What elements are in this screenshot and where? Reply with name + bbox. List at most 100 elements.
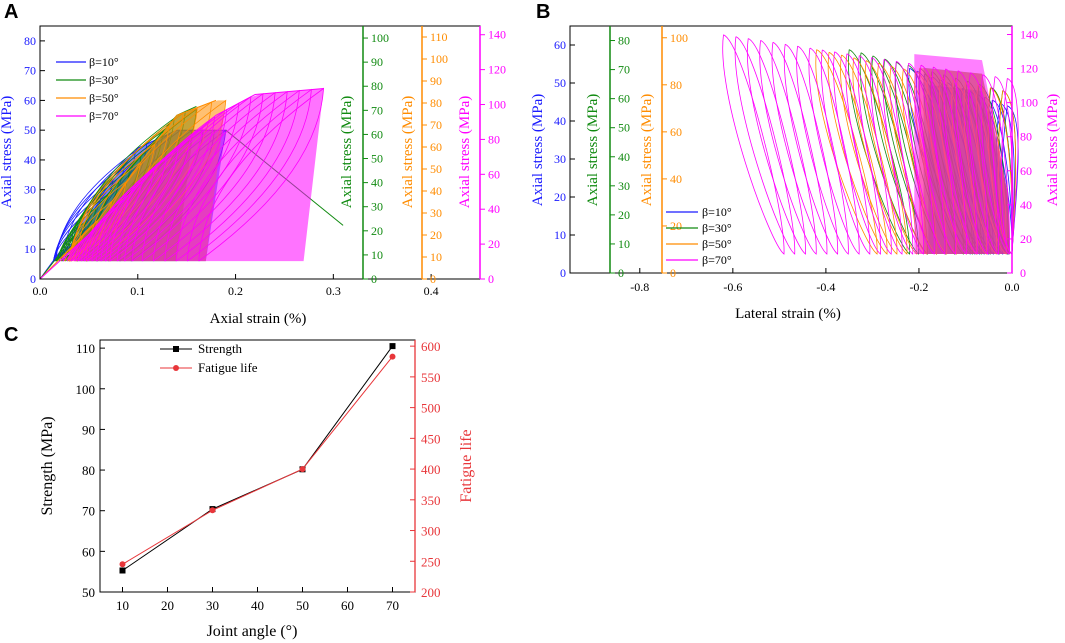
- chart-b-ylabel-green: Axial stress (MPa): [585, 94, 601, 207]
- chart-c-series: [119, 343, 396, 574]
- chart-a-xtick-label: 0.0: [33, 284, 48, 298]
- chart-b-ytick-label: 80: [618, 34, 630, 48]
- chart-a-curves: [39, 87, 344, 280]
- chart-a-ytick-label: 30: [24, 183, 36, 197]
- chart-c-series-1: [119, 343, 396, 574]
- chart-b-cycle-loop: [845, 53, 892, 255]
- chart-b-xtick-label: 0.0: [1005, 280, 1020, 294]
- chart-c-xlabel: Joint angle (°): [207, 623, 298, 640]
- legend-a-label-4: β=70°: [89, 109, 119, 123]
- chart-b-ytick-label: 120: [1020, 62, 1038, 76]
- chart-a-ylabel-orange: Axial stress (MPa): [400, 96, 416, 209]
- chart-c-ytick-right-label: 450: [421, 431, 441, 446]
- chart-b-curves: [722, 34, 1019, 255]
- chart-c-point-fatigue: [119, 561, 126, 568]
- chart-a-ytick-label: 60: [371, 127, 383, 141]
- legend-b-label-4: β=70°: [702, 253, 732, 267]
- chart-c-point-fatigue: [209, 507, 216, 514]
- chart-a-ytick-label: 60: [488, 167, 500, 181]
- chart-a-ytick-label: 20: [24, 212, 36, 226]
- chart-a: 0.0 0.1 0.2 0.3 0.40102030405060708001020304…: [0, 25, 506, 327]
- chart-b-ytick-label: 0: [670, 266, 676, 280]
- chart-c-ylabel-right: Fatigue life: [458, 429, 475, 502]
- chart-a-axes: 0.0 0.1 0.2 0.3 0.40102030405060708001020304…: [24, 26, 506, 298]
- chart-b-cycle-loop: [827, 51, 888, 255]
- chart-b-ylabel-orange: Axial stress (MPa): [639, 94, 655, 207]
- chart-c-ytick-right-label: 500: [421, 401, 441, 416]
- chart-a-ytick-label: 20: [371, 224, 383, 238]
- chart-c-ytick-right-label: 300: [421, 524, 441, 539]
- chart-a-ylabel-blue: Axial stress (MPa): [0, 96, 15, 209]
- legend-b-label-1: β=10°: [702, 205, 732, 219]
- chart-c-xtick-label: 20: [161, 598, 174, 613]
- chart-b-ytick-label: 100: [670, 31, 688, 45]
- chart-a-ylabel-green: Axial stress (MPa): [339, 96, 355, 209]
- legend-c-label-2: Fatigue life: [198, 360, 258, 375]
- chart-c-line-1: [122, 345, 393, 571]
- chart-b-ytick-label: 0: [1020, 266, 1026, 280]
- chart-b-ytick-label: 20: [1020, 232, 1032, 246]
- legend-c-marker-1: [173, 346, 179, 352]
- chart-c-ytick-left-label: 60: [82, 544, 95, 559]
- chart-a-ytick-label: 80: [371, 79, 383, 93]
- chart-b-ytick-label: 20: [554, 190, 566, 204]
- chart-a-ylabel-magenta: Axial stress (MPa): [457, 96, 473, 209]
- panel-label-a: A: [4, 1, 18, 23]
- chart-b-ytick-label: 10: [618, 237, 630, 251]
- chart-a-ytick-label: 70: [371, 103, 383, 117]
- chart-a-ytick-label: 100: [430, 52, 448, 66]
- legend-c-marker-2: [173, 365, 179, 371]
- chart-b-ytick-label: 140: [1020, 28, 1038, 42]
- chart-c-xtick-label: 50: [296, 598, 309, 613]
- chart-b-ytick-label: 70: [618, 63, 630, 77]
- chart-a-ytick-label: 10: [371, 248, 383, 262]
- chart-b-ytick-label: 0: [560, 266, 566, 280]
- chart-a-ytick-label: 40: [24, 153, 36, 167]
- chart-c-ylabel-left: Strength (MPa): [39, 416, 56, 515]
- chart-b-cycle-loop: [722, 34, 785, 255]
- chart-c-ytick-left-label: 100: [76, 382, 96, 397]
- chart-c-ytick-right-label: 400: [421, 462, 441, 477]
- chart-c: 10 20 30 40 50 60 70 50 60 70 80 90 100 110 200 250 300 3…: [39, 339, 475, 640]
- legend-a-label-1: β=10°: [89, 55, 119, 69]
- chart-a-ytick-label: 60: [24, 93, 36, 107]
- chart-a-ytick-label: 30: [371, 200, 383, 214]
- chart-b-ytick-label: 40: [1020, 198, 1032, 212]
- chart-b-ytick-label: 80: [670, 78, 682, 92]
- chart-b-cycle-loop: [808, 47, 860, 255]
- chart-b-ytick-label: 20: [618, 208, 630, 222]
- chart-b: -0.8 -0.6 -0.4 -0.2 0.0010203040506001020304…: [530, 25, 1061, 322]
- chart-a-xtick-label: 0.3: [326, 284, 341, 298]
- chart-c-series-2: [119, 353, 396, 568]
- chart-c-ytick-left-label: 50: [82, 585, 95, 600]
- chart-a-xtick-label: 0.1: [130, 284, 145, 298]
- chart-a-ytick-label: 110: [430, 30, 448, 44]
- chart-a-ytick-label: 0: [488, 272, 494, 286]
- chart-b-xtick-label: -0.4: [816, 280, 835, 294]
- chart-b-ytick-label: 40: [670, 172, 682, 186]
- chart-a-cycle-band: [69, 88, 324, 262]
- chart-a-ytick-label: 20: [488, 237, 500, 251]
- chart-b-xlabel: Lateral strain (%): [735, 306, 841, 322]
- chart-a-ytick-label: 20: [430, 228, 442, 242]
- chart-c-xtick-label: 60: [341, 598, 354, 613]
- chart-b-xtick-label: -0.2: [909, 280, 928, 294]
- chart-b-cycle-loop: [759, 40, 817, 255]
- chart-b-cycle-loop: [734, 36, 796, 255]
- chart-c-point-strength: [389, 343, 396, 350]
- chart-a-legend: β=10° β=30° β=50° β=70°: [56, 55, 119, 123]
- chart-b-ylabel-blue: Axial stress (MPa): [530, 94, 546, 207]
- chart-a-ytick-label: 80: [430, 96, 442, 110]
- chart-b-ytick-label: 60: [554, 38, 566, 52]
- chart-c-ytick-right-label: 350: [421, 493, 441, 508]
- chart-c-ytick-left-label: 90: [82, 422, 95, 437]
- chart-b-ytick-label: 30: [554, 152, 566, 166]
- chart-a-ytick-label: 80: [488, 132, 500, 146]
- chart-b-cycle-loop: [852, 57, 908, 255]
- chart-a-ytick-label: 100: [371, 31, 389, 45]
- chart-b-cycle-loop: [796, 45, 849, 255]
- chart-a-ytick-label: 0: [30, 272, 36, 286]
- legend-b-label-2: β=30°: [702, 221, 732, 235]
- chart-c-xtick-label: 70: [386, 598, 399, 613]
